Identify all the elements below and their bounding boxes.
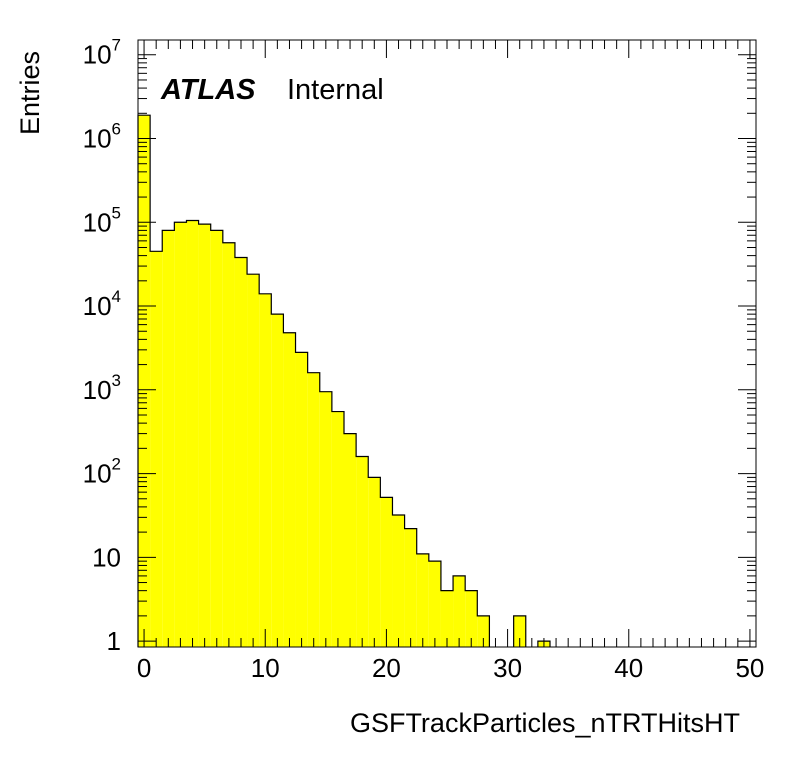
y-tick-label: 105 xyxy=(83,203,121,237)
x-tick-label: 10 xyxy=(251,653,280,683)
histogram-bin xyxy=(150,251,163,647)
y-axis-title: Entries xyxy=(15,51,45,135)
histogram-bin xyxy=(283,332,296,647)
histogram-bin xyxy=(416,553,429,647)
histogram-bin xyxy=(465,590,478,647)
histogram-bin xyxy=(344,433,357,647)
histogram-bin xyxy=(440,590,454,647)
x-tick-label: 50 xyxy=(735,653,764,683)
histogram-bin xyxy=(295,352,308,647)
y-tick-labels: 1 10 102 103 104 105 106 107 xyxy=(83,36,121,656)
histogram-bin xyxy=(477,615,490,647)
histogram-bin xyxy=(404,528,417,647)
histogram-bin xyxy=(307,372,320,647)
histogram-bin xyxy=(186,220,199,647)
histogram-bars xyxy=(137,114,551,648)
histogram-bin xyxy=(222,242,235,648)
axis-ticks xyxy=(138,40,756,647)
histogram-bin xyxy=(392,515,405,647)
y-tick-label: 10 xyxy=(92,542,121,572)
histogram-bin xyxy=(259,293,272,647)
x-axis-title: GSFTrackParticles_nTRTHitsHT xyxy=(350,708,740,738)
histogram-bin xyxy=(380,497,393,647)
x-tick-label: 30 xyxy=(493,653,522,683)
y-tick-label: 106 xyxy=(83,120,121,154)
y-tick-label: 104 xyxy=(83,287,121,321)
x-tick-labels: 0 10 20 30 40 50 xyxy=(137,653,765,683)
histogram-bin xyxy=(210,230,223,647)
x-tick-label: 0 xyxy=(137,653,151,683)
histogram-bin xyxy=(319,391,332,647)
histogram-bin xyxy=(368,477,381,647)
y-tick-label: 107 xyxy=(83,36,121,70)
histogram-bin xyxy=(331,411,344,647)
histogram-bin xyxy=(513,615,526,647)
x-tick-label: 20 xyxy=(372,653,401,683)
y-tick-label: 103 xyxy=(83,371,121,405)
histogram-bin xyxy=(174,222,187,647)
internal-label: Internal xyxy=(287,74,384,106)
x-tick-label: 40 xyxy=(614,653,643,683)
histogram-bin xyxy=(356,456,369,647)
histogram-bin xyxy=(234,257,248,647)
y-tick-label: 1 xyxy=(107,626,121,656)
histogram-bin xyxy=(428,561,441,647)
histogram-bin xyxy=(271,314,284,647)
histogram-bin xyxy=(138,115,151,647)
y-tick-label: 102 xyxy=(83,455,121,489)
histogram-bin xyxy=(247,274,260,647)
histogram-bin xyxy=(453,575,466,647)
histogram-bin xyxy=(162,230,175,647)
atlas-label: ATLAS xyxy=(160,74,256,106)
histogram-bin xyxy=(198,224,211,647)
